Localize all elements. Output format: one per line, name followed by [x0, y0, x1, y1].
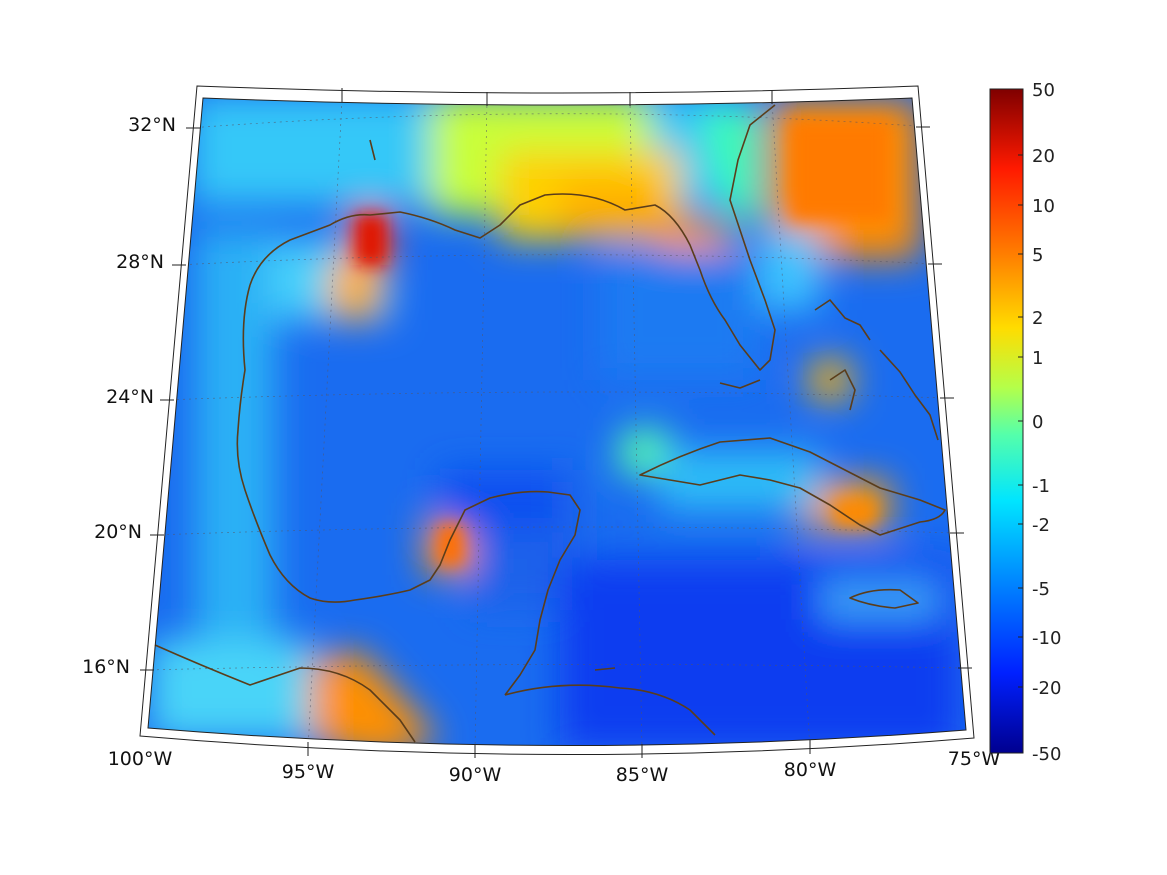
colorbar-label: 10	[1032, 196, 1055, 217]
lon-label-75w: 75°W	[948, 748, 1001, 770]
coastline	[154, 104, 946, 743]
colorbar-label: -2	[1032, 515, 1050, 536]
colorbar: 50 20 10 5 2 1 0 -1 -2 -5 -10 -20 -50	[989, 80, 1061, 765]
lon-label-95w: 95°W	[282, 761, 335, 783]
colorbar-label: -1	[1032, 476, 1050, 497]
lon-label-80w: 80°W	[784, 759, 837, 781]
colorbar-label: 0	[1032, 412, 1043, 433]
colorbar-label: -5	[1032, 579, 1050, 600]
frame-ticks	[140, 88, 972, 758]
data-field	[148, 98, 966, 746]
lat-label-16n: 16°N	[82, 656, 130, 678]
colorbar-ticks	[1018, 154, 1023, 688]
lat-label-28n: 28°N	[116, 251, 164, 273]
graticule	[148, 99, 963, 746]
lat-label-24n: 24°N	[106, 386, 154, 408]
colorbar-label: 50	[1032, 80, 1055, 101]
lon-label-100w: 100°W	[108, 748, 173, 770]
lon-label-85w: 85°W	[616, 764, 669, 786]
lon-label-90w: 90°W	[449, 764, 502, 786]
colorbar-label: 5	[1032, 245, 1043, 266]
lat-label-32n: 32°N	[128, 114, 176, 136]
colorbar-label: -20	[1032, 678, 1061, 699]
colorbar-label: -50	[1032, 744, 1061, 765]
colorbar-label: 2	[1032, 308, 1043, 329]
colorbar-label: 1	[1032, 348, 1043, 369]
colorbar-label: -10	[1032, 628, 1061, 649]
colorbar-gradient	[989, 88, 1024, 754]
colorbar-label: 20	[1032, 146, 1055, 167]
lat-label-20n: 20°N	[94, 521, 142, 543]
